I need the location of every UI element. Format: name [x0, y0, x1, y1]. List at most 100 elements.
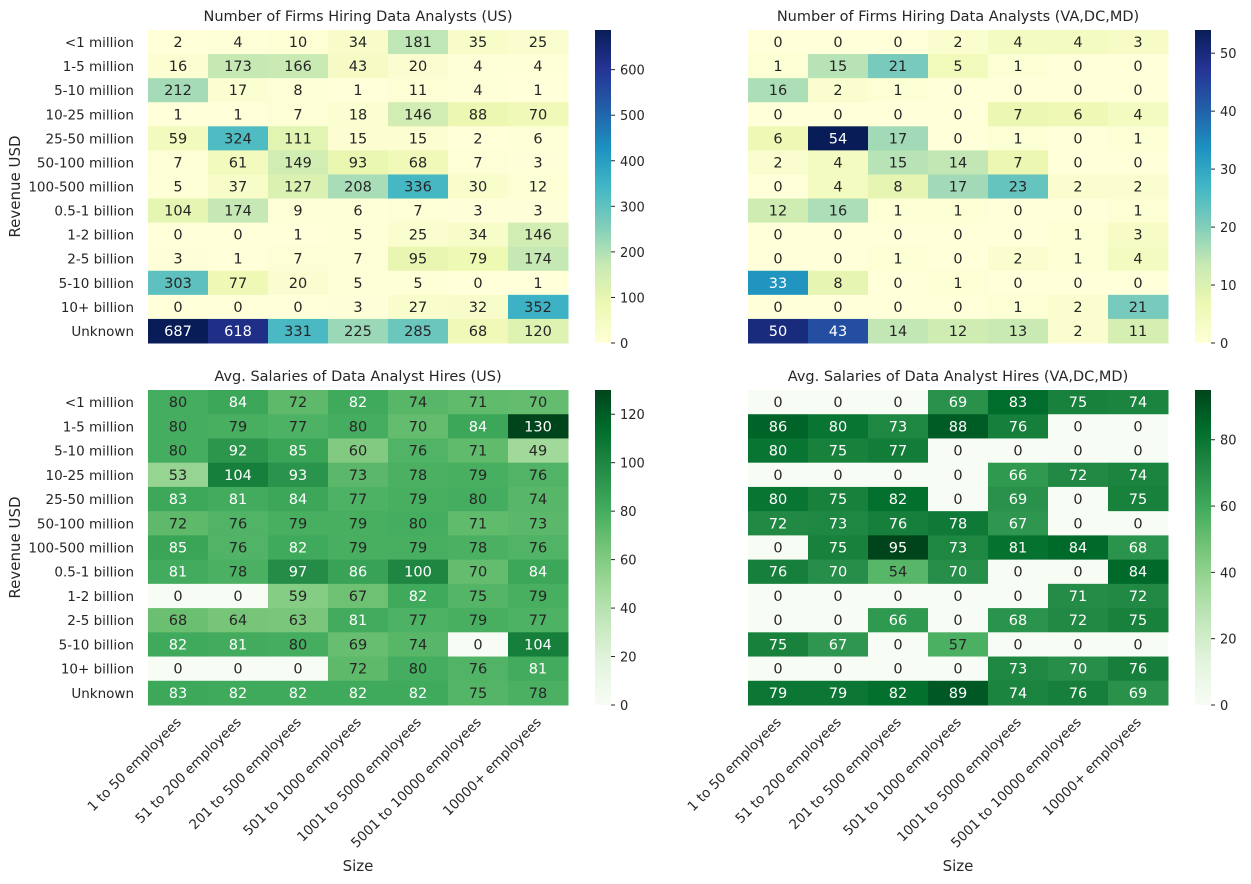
cell-value-label: 67 — [349, 589, 367, 605]
cell-value-label: 75 — [769, 637, 787, 653]
cell-value-label: 0 — [773, 300, 782, 316]
cell-value-label: 35 — [469, 35, 487, 51]
cell-value-label: 61 — [229, 155, 247, 171]
heatmap-cell — [388, 414, 449, 439]
heatmap-cell — [508, 535, 569, 561]
row-tick-label: 2-5 billion — [67, 613, 134, 629]
heatmap-cell — [268, 390, 329, 415]
heatmap-cell — [928, 511, 989, 536]
heatmap-cell — [988, 126, 1049, 151]
heatmap-cell — [868, 462, 929, 488]
heatmap-cell — [508, 511, 569, 536]
heatmap-cell — [928, 174, 989, 200]
heatmap-cell — [208, 680, 269, 706]
heatmap-cell — [988, 511, 1049, 536]
heatmap-cell — [388, 54, 449, 79]
heatmap-cell — [1108, 126, 1169, 151]
heatmap-cell — [988, 270, 1049, 296]
cell-value-label: 0 — [893, 107, 902, 123]
cell-value-label: 1 — [1133, 131, 1142, 147]
heatmap-cell — [508, 486, 569, 512]
heatmap-cell — [448, 535, 509, 561]
heatmap-cell — [328, 511, 389, 536]
heatmap-cell — [148, 462, 209, 488]
cell-value-label: 5 — [353, 228, 362, 244]
heatmap-cell — [148, 270, 209, 296]
row-tick-label: 10+ billion — [61, 662, 134, 678]
cell-value-label: 75 — [469, 589, 487, 605]
cell-value-label: 49 — [529, 444, 547, 460]
colorbar-tick-label: 0 — [620, 699, 628, 714]
cell-value-label: 75 — [1129, 613, 1147, 629]
cell-value-label: 0 — [833, 613, 842, 629]
cell-value-label: 84 — [289, 492, 307, 508]
cell-value-label: 66 — [1009, 468, 1027, 484]
cell-value-label: 0 — [773, 613, 782, 629]
cell-value-label: 57 — [949, 637, 967, 653]
cell-value-label: 0 — [773, 662, 782, 678]
heatmap-cell — [328, 270, 389, 296]
row-tick-label: 25-50 million — [46, 492, 135, 508]
heatmap-cell — [988, 222, 1049, 248]
heatmap-cell — [268, 680, 329, 706]
heatmap-cell — [508, 390, 569, 415]
heatmap-cell — [208, 78, 269, 103]
cell-value-label: 2 — [833, 83, 842, 99]
heatmap-cell — [208, 54, 269, 79]
heatmap-cell — [388, 222, 449, 248]
colorbar-tick-label: 60 — [1220, 500, 1237, 515]
heatmap-cell — [328, 559, 389, 585]
cell-value-label: 30 — [469, 180, 487, 196]
heatmap-cell — [448, 608, 509, 633]
cell-value-label: 80 — [469, 492, 487, 508]
heatmap-cell — [268, 438, 329, 464]
colorbar-tick-label: 120 — [620, 408, 645, 423]
heatmap-cell — [328, 535, 389, 561]
heatmap-cell — [868, 511, 929, 536]
cell-value-label: 127 — [284, 180, 312, 196]
cell-value-label: 4 — [473, 59, 482, 75]
cell-value-label: 2 — [953, 35, 962, 51]
cell-value-label: 5 — [353, 276, 362, 292]
heatmap-cell — [208, 246, 269, 272]
cell-value-label: 68 — [409, 155, 427, 171]
row-tick-label: 1-5 million — [63, 419, 134, 435]
cell-value-label: 76 — [409, 444, 427, 460]
heatmap-cell — [1108, 680, 1169, 706]
heatmap-cell — [328, 438, 389, 464]
heatmap-cell — [928, 535, 989, 561]
heatmap-cell — [328, 30, 389, 55]
heatmap-cell — [328, 126, 389, 151]
cell-value-label: 86 — [769, 419, 787, 435]
heatmap-cell — [268, 608, 329, 633]
heatmap-cell — [208, 318, 269, 344]
cell-value-label: 27 — [409, 300, 427, 316]
heatmap-cell — [1048, 318, 1109, 344]
cell-value-label: 9 — [293, 204, 302, 220]
panel-title: Number of Firms Hiring Data Analysts (US… — [203, 9, 512, 25]
heatmap-cell — [448, 680, 509, 706]
heatmap-cell — [208, 222, 269, 248]
cell-value-label: 0 — [1013, 204, 1022, 220]
heatmap-cell — [388, 150, 449, 175]
cell-value-label: 0 — [773, 252, 782, 268]
heatmap-cell — [508, 126, 569, 151]
cell-value-label: 25 — [529, 35, 547, 51]
cell-value-label: 54 — [889, 565, 907, 581]
cell-value-label: 71 — [469, 444, 487, 460]
cell-value-label: 79 — [289, 516, 307, 532]
row-tick-label: 5-10 million — [54, 83, 134, 99]
cell-value-label: 3 — [473, 204, 482, 220]
cell-value-label: 70 — [529, 395, 547, 411]
cell-value-label: 0 — [893, 637, 902, 653]
cell-value-label: 17 — [889, 131, 907, 147]
cell-value-label: 84 — [1069, 541, 1087, 557]
cell-value-label: 0 — [233, 662, 242, 678]
cell-value-label: 7 — [353, 252, 362, 268]
heatmap-cell — [928, 54, 989, 79]
heatmap-cell — [1048, 78, 1109, 103]
heatmap-cell — [868, 150, 929, 175]
heatmap-cell — [868, 78, 929, 103]
cell-value-label: 86 — [349, 565, 367, 581]
colorbar-tick-label: 80 — [1220, 434, 1237, 449]
